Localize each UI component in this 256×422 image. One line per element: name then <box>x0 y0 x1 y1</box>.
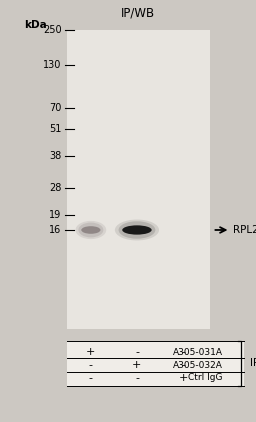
Text: A305-031A: A305-031A <box>173 348 223 357</box>
Text: A305-032A: A305-032A <box>173 360 223 370</box>
Ellipse shape <box>78 222 103 238</box>
Ellipse shape <box>76 221 106 239</box>
Text: kDa: kDa <box>25 20 47 30</box>
Text: +: + <box>178 373 188 383</box>
Ellipse shape <box>119 221 155 239</box>
Text: +: + <box>86 347 95 357</box>
Text: IP/WB: IP/WB <box>121 6 155 19</box>
Text: 51: 51 <box>49 124 61 134</box>
Text: 130: 130 <box>43 60 61 70</box>
Text: -: - <box>89 360 93 370</box>
FancyBboxPatch shape <box>67 341 244 386</box>
Text: 16: 16 <box>49 225 61 235</box>
FancyBboxPatch shape <box>67 30 210 329</box>
Text: 70: 70 <box>49 103 61 113</box>
Text: -: - <box>135 347 139 357</box>
Text: 250: 250 <box>43 24 61 35</box>
Text: -: - <box>135 373 139 383</box>
Text: IP: IP <box>250 358 256 368</box>
Text: Ctrl IgG: Ctrl IgG <box>188 373 223 382</box>
Text: 28: 28 <box>49 183 61 193</box>
Text: RPL21: RPL21 <box>233 225 256 235</box>
Text: -: - <box>181 360 185 370</box>
Text: 19: 19 <box>49 210 61 220</box>
Text: +: + <box>132 360 142 370</box>
Text: -: - <box>89 373 93 383</box>
Text: -: - <box>181 347 185 357</box>
Text: 38: 38 <box>49 151 61 161</box>
Ellipse shape <box>115 219 159 241</box>
Ellipse shape <box>81 226 100 234</box>
Ellipse shape <box>122 225 152 235</box>
